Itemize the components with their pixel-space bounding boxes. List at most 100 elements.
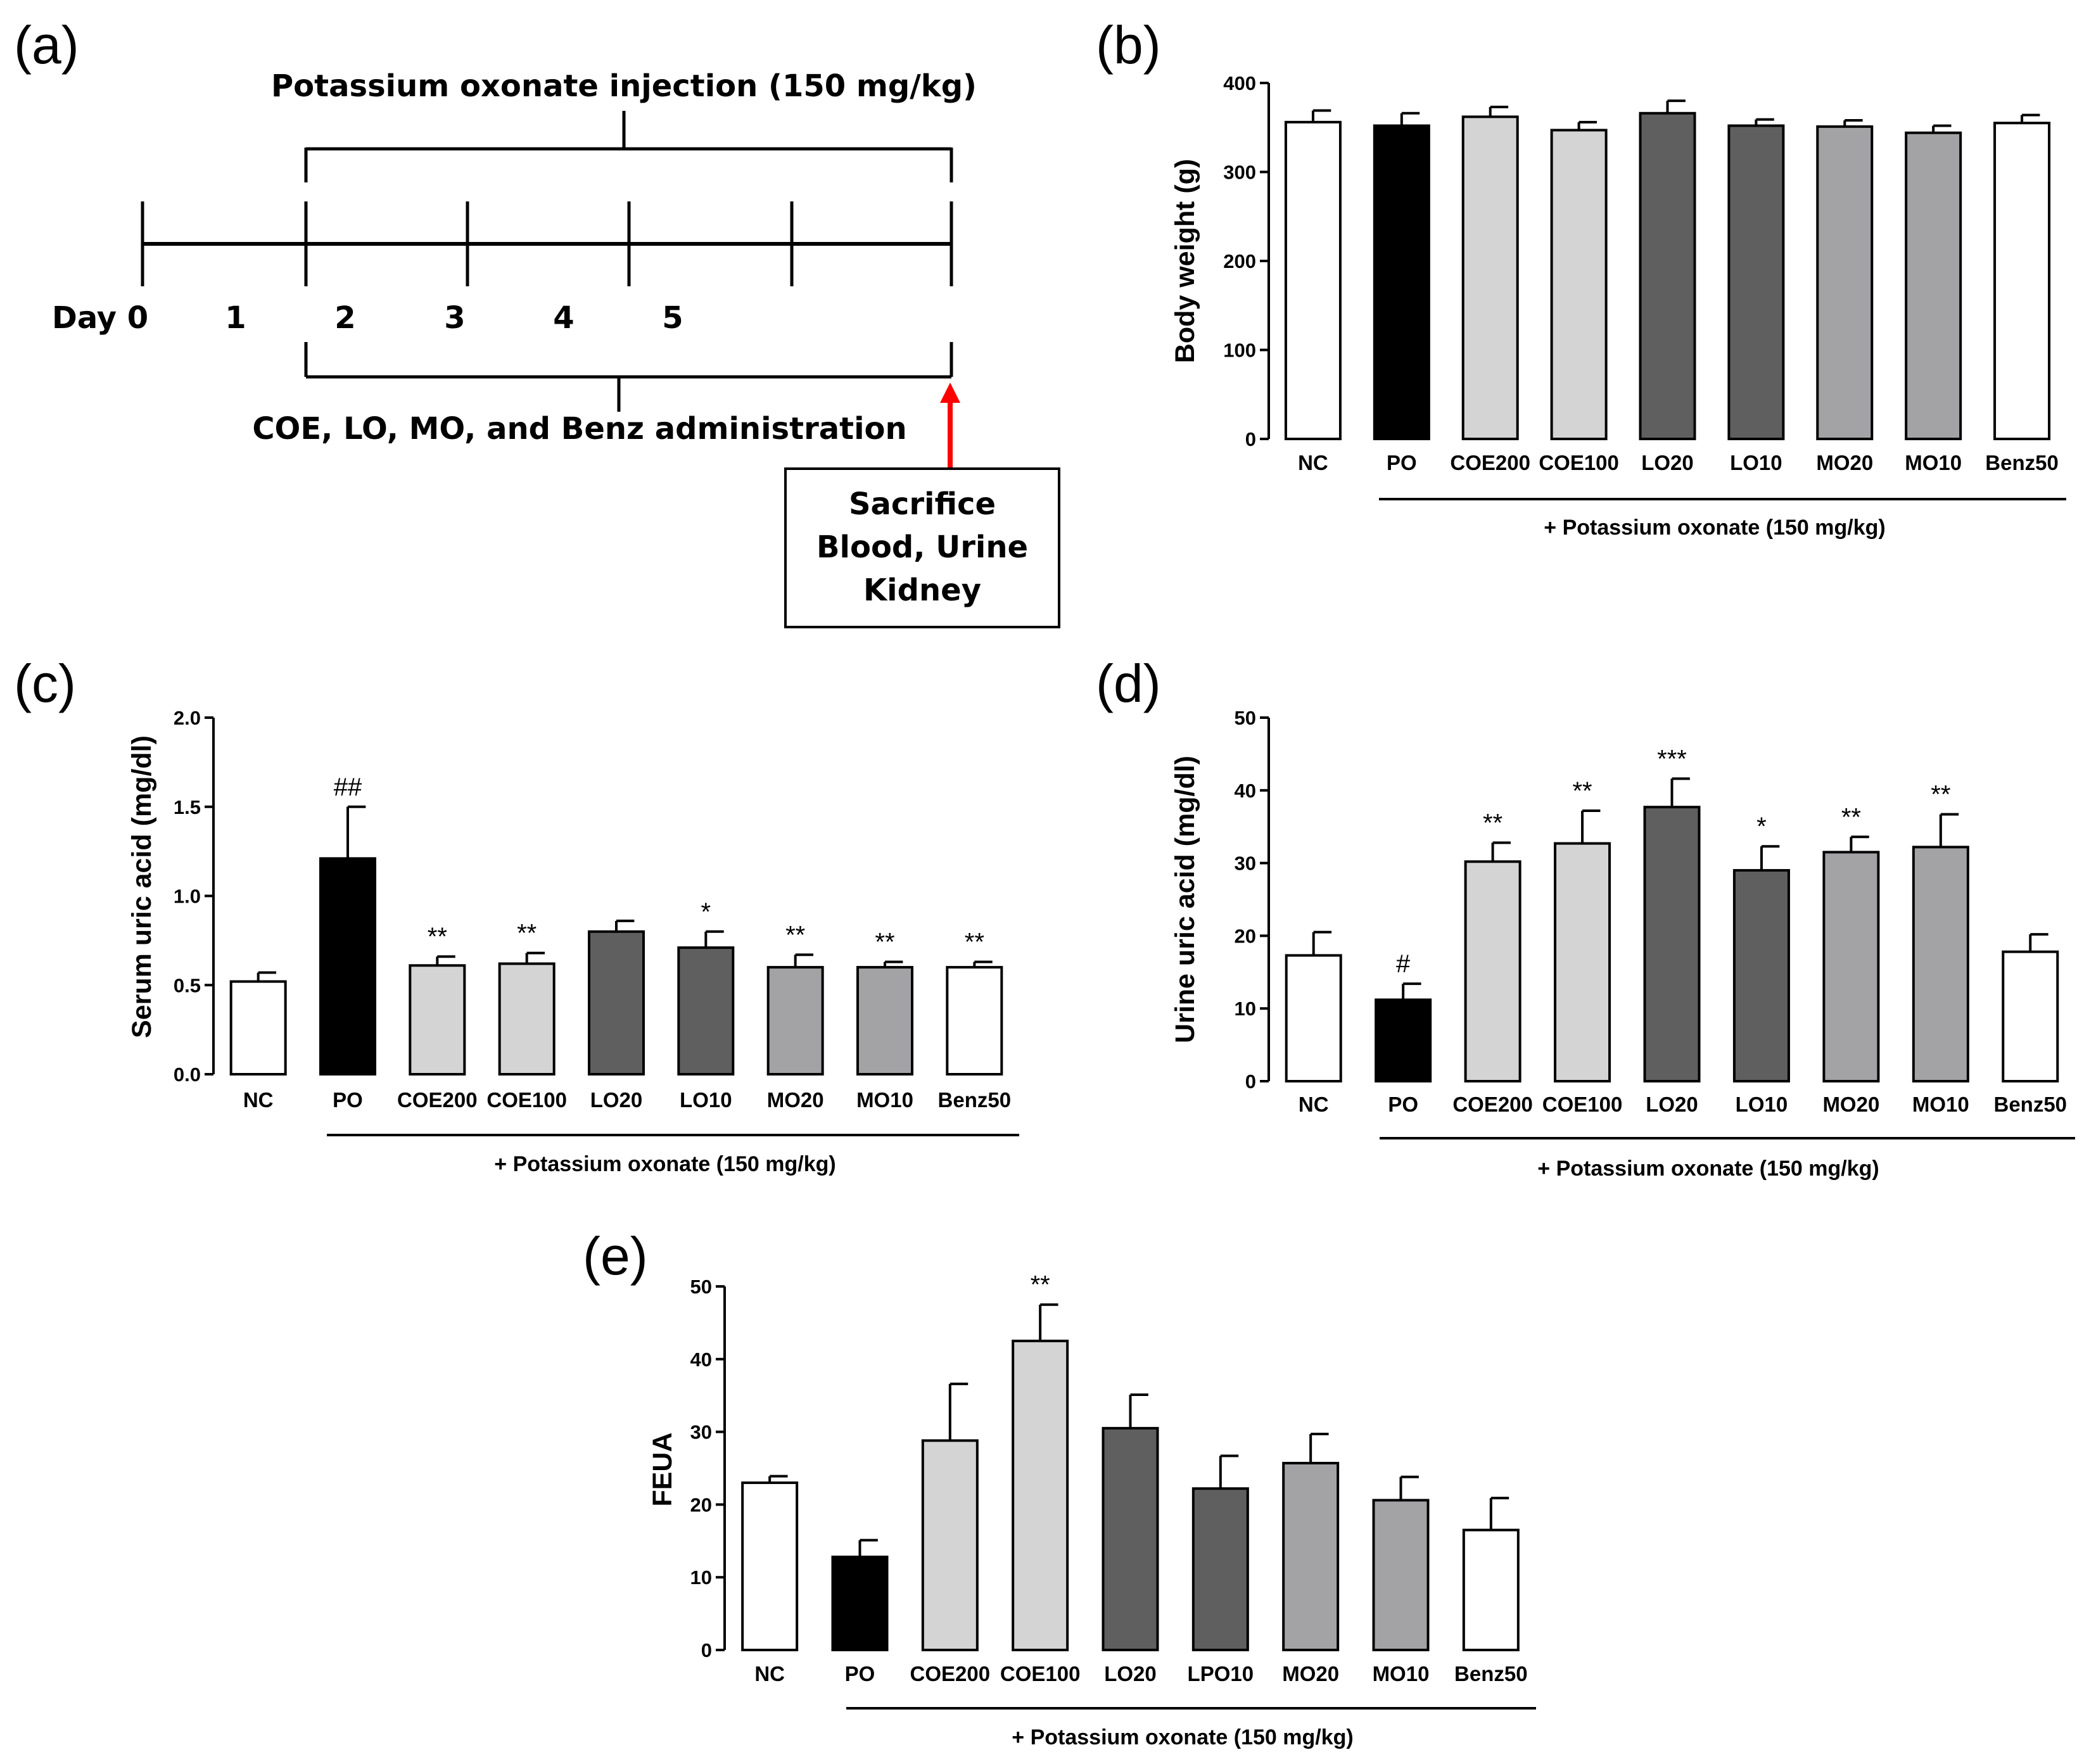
x-tick-label: LO20	[1641, 451, 1694, 474]
x-tick-label: COE100	[1539, 451, 1619, 474]
panel-label-c: (c)	[14, 654, 76, 713]
y-tick-label: 10	[690, 1566, 712, 1589]
significance-marker: #	[1396, 950, 1411, 978]
y-tick-label: 300	[1223, 162, 1256, 184]
y-tick-label: 0	[1245, 1070, 1256, 1093]
y-axis-label: Urine uric acid (mg/dl)	[1170, 756, 1200, 1043]
bar-coe200	[409, 964, 466, 1076]
bar-nc	[741, 1481, 799, 1651]
x-tick-label: COE200	[910, 1662, 991, 1685]
sacrifice-box-line-1: Sacrifice	[849, 486, 996, 522]
x-tick-label: Benz50	[1985, 451, 2059, 474]
bar-lpo10	[1191, 1487, 1249, 1652]
x-tick-label: PO	[1387, 451, 1417, 474]
significance-marker: *	[701, 898, 711, 926]
y-tick-label: 20	[690, 1494, 712, 1516]
y-tick-label: 1.5	[174, 796, 201, 818]
bar-mo20	[1822, 851, 1880, 1082]
y-tick-label: 30	[690, 1421, 712, 1444]
significance-marker: **	[1483, 809, 1502, 837]
x-tick-label: LO10	[1736, 1093, 1788, 1116]
y-axis-label: Serum uric acid (mg/dl)	[127, 735, 157, 1038]
bar-lo10	[1732, 869, 1790, 1082]
panel-label-b: (b)	[1096, 15, 1161, 75]
sacrifice-box	[784, 467, 1060, 628]
x-tick-label: PO	[1388, 1093, 1418, 1116]
group-label: + Potassium oxonate (150 mg/kg)	[1544, 516, 1885, 540]
chart-urine-uric-acid: 0 10 20 30 40 50 Urine uric acid (mg/dl) NC PO # C…	[1170, 707, 2075, 1181]
x-tick-label: LO20	[1646, 1093, 1698, 1116]
y-tick-label: 20	[1235, 925, 1256, 947]
x-tick-label: Benz50	[938, 1088, 1012, 1112]
x-tick-label: COE100	[486, 1088, 567, 1112]
x-tick-label: Benz50	[1993, 1093, 2067, 1116]
bar-nc	[1285, 954, 1342, 1082]
y-tick-label: 0.0	[174, 1063, 201, 1086]
x-tick-label: LO10	[1730, 451, 1782, 474]
bar-coe200	[921, 1439, 979, 1651]
day-label-3: 3	[444, 300, 465, 336]
bar-mo20	[1282, 1461, 1340, 1652]
y-tick-label: 10	[1235, 998, 1256, 1020]
bar-lo20	[1639, 111, 1696, 440]
bar-benz50	[1993, 122, 2051, 440]
bar-lo20	[588, 930, 645, 1076]
x-tick-label: MO10	[1905, 451, 1962, 474]
x-tick-label: PO	[845, 1662, 875, 1685]
significance-marker: **	[965, 929, 984, 956]
bar-nc	[229, 980, 287, 1076]
y-tick-label: 50	[1235, 707, 1256, 729]
y-tick-label: 50	[690, 1276, 712, 1298]
y-tick-label: 0.5	[174, 974, 201, 996]
chart-feua: 0 10 20 30 40 50 FEUA NC PO COE200 COE100 ** LO20 LPO…	[647, 1271, 1536, 1749]
bar-coe100	[1012, 1340, 1069, 1652]
x-tick-label: NC	[1298, 451, 1328, 474]
x-tick-label: MO20	[767, 1088, 824, 1112]
y-axis-label: FEUA	[647, 1432, 678, 1506]
group-label: + Potassium oxonate (150 mg/kg)	[1537, 1157, 1879, 1181]
significance-marker: **	[875, 929, 894, 956]
bar-mo10	[1912, 846, 1969, 1082]
x-tick-label: NC	[1299, 1093, 1329, 1116]
significance-marker: **	[1841, 803, 1861, 831]
bar-mo10	[1905, 131, 1962, 440]
admin-label: COE, LO, MO, and Benz administration	[252, 411, 906, 447]
y-tick-label: 0	[1245, 428, 1256, 450]
panel-label-a: (a)	[14, 15, 79, 75]
bar-nc	[1284, 120, 1342, 440]
bar-lo10	[677, 946, 735, 1076]
bar-mo10	[1372, 1499, 1430, 1651]
y-tick-label: 40	[690, 1348, 712, 1371]
y-axis-label: Body weight (g)	[1170, 159, 1200, 363]
x-tick-label: PO	[333, 1088, 363, 1112]
x-tick-label: LO20	[590, 1088, 643, 1112]
significance-marker: **	[1931, 781, 1950, 809]
y-tick-label: 100	[1223, 339, 1256, 362]
significance-marker: ##	[334, 773, 362, 801]
x-tick-label: COE200	[1452, 1093, 1533, 1116]
panel-label-e: (e)	[583, 1226, 648, 1286]
bar-po	[1375, 998, 1432, 1082]
y-tick-label: 0	[701, 1639, 712, 1661]
bar-lo20	[1643, 806, 1701, 1082]
x-tick-label: NC	[243, 1088, 274, 1112]
x-tick-label: MO20	[1816, 451, 1873, 474]
day-label-0: Day 0	[52, 300, 148, 336]
x-tick-label: COE200	[1450, 451, 1530, 474]
significance-marker: ***	[1657, 745, 1687, 773]
significance-marker: **	[1572, 777, 1592, 805]
day-label-1: 1	[225, 300, 246, 336]
x-tick-label: LO20	[1104, 1662, 1157, 1685]
injection-label: Potassium oxonate injection (150 mg/kg)	[271, 68, 977, 104]
bar-po	[831, 1556, 889, 1651]
group-label: + Potassium oxonate (150 mg/kg)	[1012, 1725, 1353, 1749]
y-tick-label: 2.0	[174, 707, 201, 729]
x-tick-label: MO20	[1822, 1093, 1879, 1116]
significance-marker: **	[1031, 1271, 1050, 1299]
x-tick-label: MO10	[1912, 1093, 1969, 1116]
day-label-5: 5	[662, 300, 683, 336]
bar-coe100	[1550, 129, 1608, 440]
bar-coe100	[1554, 842, 1611, 1082]
x-tick-label: COE100	[1542, 1093, 1623, 1116]
